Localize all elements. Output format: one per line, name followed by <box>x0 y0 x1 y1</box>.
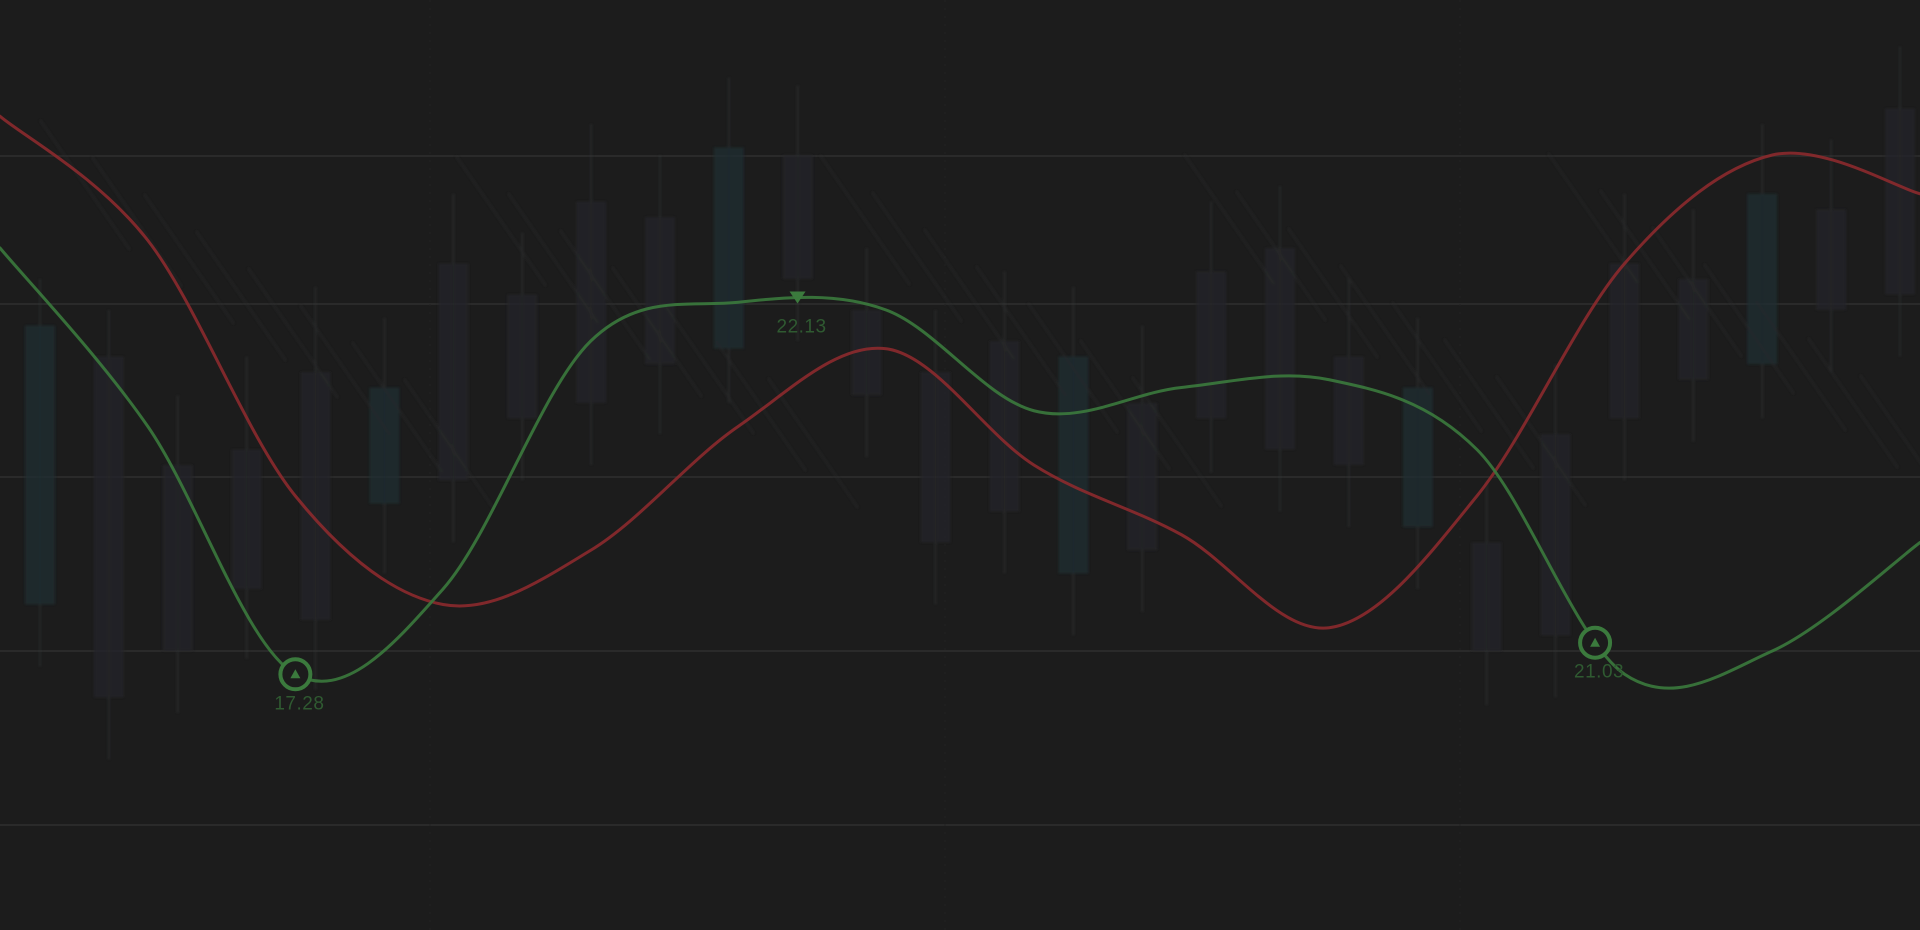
candle-body <box>231 449 262 589</box>
candle-body <box>162 465 193 651</box>
candle-body <box>369 387 400 504</box>
candle-body <box>25 325 55 605</box>
background-streak <box>403 378 495 510</box>
background-streak <box>1287 227 1379 359</box>
candle-body <box>645 217 675 365</box>
background-streak <box>1547 152 1639 284</box>
background-streak <box>871 191 963 323</box>
background-streak <box>1495 375 1587 507</box>
background-streak <box>923 228 1015 360</box>
series-line-red <box>0 114 1920 630</box>
background-streak <box>299 304 391 436</box>
candle-body <box>920 372 951 543</box>
point-annotations: 17.28 22.13 21.03 <box>274 291 1624 714</box>
candle-body <box>1540 434 1571 636</box>
background-streak <box>767 377 859 509</box>
background-streak <box>663 303 755 435</box>
candle-body <box>713 147 744 349</box>
background-streak <box>1651 226 1743 358</box>
background-streak <box>715 340 807 472</box>
background-streak <box>1599 189 1691 321</box>
candle-body <box>507 294 538 419</box>
candle-body <box>438 263 469 481</box>
background-streak <box>351 341 443 473</box>
background-streak <box>1131 376 1223 508</box>
background-streak <box>611 266 703 398</box>
background-streak <box>1859 374 1920 464</box>
candle-body <box>1747 193 1778 365</box>
annotation-down-arrow-icon <box>789 291 806 304</box>
background-streak <box>507 192 599 324</box>
background-streak <box>559 229 651 361</box>
candle-body <box>1885 108 1915 295</box>
background-candles <box>25 46 1920 760</box>
candle-body <box>93 356 124 698</box>
background-streak <box>1339 264 1431 396</box>
background-streak <box>1703 263 1795 395</box>
candle-body <box>1609 263 1640 419</box>
background-streak <box>1079 339 1171 471</box>
background-streak <box>195 230 287 362</box>
candle-body <box>1127 403 1158 551</box>
annotation-up-arrow-icon <box>290 669 301 679</box>
candle-body <box>1678 279 1709 380</box>
background-streak <box>975 265 1067 397</box>
candle-body <box>1471 542 1502 651</box>
background-streak <box>1391 301 1483 433</box>
background-streak <box>247 267 339 399</box>
candle-body <box>782 155 813 279</box>
background-streak <box>1755 300 1847 432</box>
background-streak <box>1235 190 1327 322</box>
candle-body <box>1333 356 1364 465</box>
annotation-value-label: 21.03 <box>1574 662 1624 683</box>
background-streak <box>1183 153 1275 285</box>
candle-body <box>1196 271 1227 419</box>
annotation-up-arrow-icon <box>1590 637 1601 647</box>
candle-body <box>300 372 331 620</box>
background-streak <box>1443 338 1535 470</box>
candle-body <box>989 341 1020 512</box>
background-streak <box>1807 337 1899 469</box>
background-streak <box>1027 302 1119 434</box>
background-streak <box>455 155 547 287</box>
candle-body <box>1402 387 1433 527</box>
candle-body <box>576 201 607 403</box>
candle-body <box>1058 356 1089 574</box>
background-streak <box>143 193 235 325</box>
background-streak <box>39 119 131 251</box>
background-streak <box>819 154 911 286</box>
candle-body <box>1816 209 1847 310</box>
candle-body <box>1265 248 1295 450</box>
background-streak <box>91 156 183 288</box>
annotation-value-label: 17.28 <box>274 693 324 714</box>
annotation-value-label: 22.13 <box>777 317 827 338</box>
